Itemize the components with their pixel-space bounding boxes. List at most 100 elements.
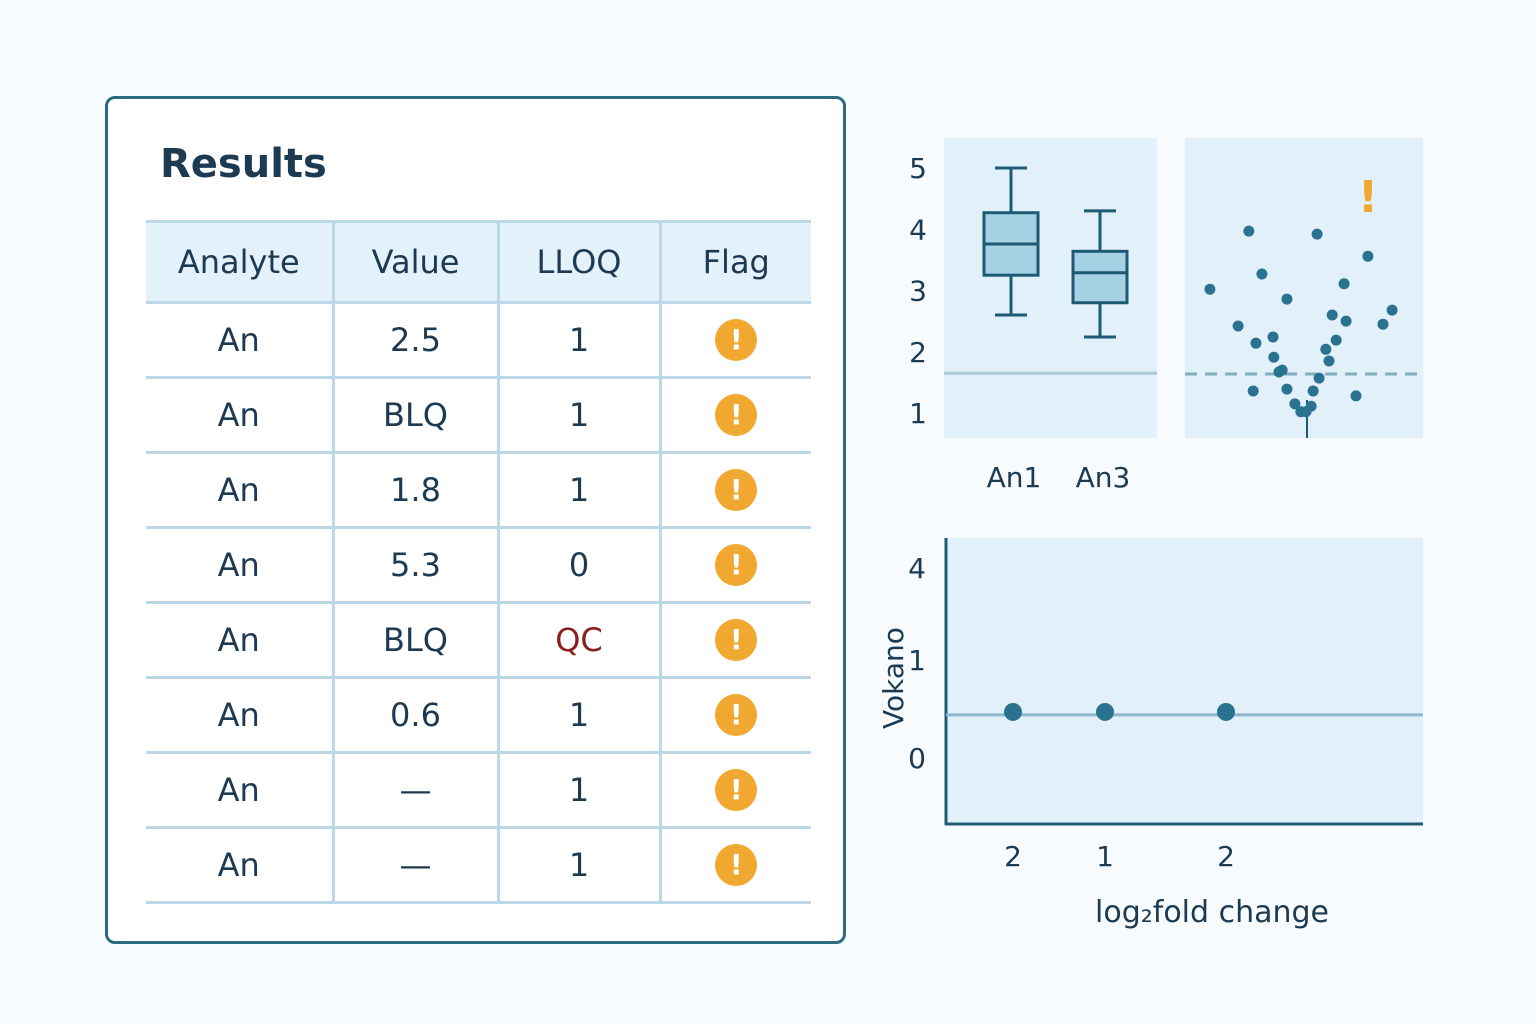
y-tick-label: 0 [908, 742, 926, 775]
scatter-point [1243, 225, 1255, 237]
table-row[interactable]: An —1! [146, 826, 811, 904]
table-row[interactable]: An BLQ QC! [146, 601, 811, 679]
flag-cell: ! [658, 301, 811, 379]
value-cell: 2.5 [331, 301, 500, 379]
value-cell: — [331, 751, 500, 829]
table-row[interactable]: An BLQ 1! [146, 376, 811, 454]
value-cell: BLQ [331, 601, 500, 679]
lloq-cell: 1 [496, 826, 662, 904]
analyte-cell: An [146, 301, 335, 379]
analyte-cell: An [146, 601, 335, 679]
y-tick-label: 4 [908, 552, 926, 585]
value-cell: 5.3 [331, 526, 500, 604]
bottom-chart-panel [946, 538, 1423, 824]
scatter-point [1386, 304, 1398, 316]
x-tick-label: An3 [1076, 461, 1131, 494]
lloq-cell: 1 [496, 451, 662, 529]
x-tick-label: 2 [1217, 840, 1235, 873]
scatter-point [1267, 331, 1279, 343]
table-row[interactable]: An 5.3 0! [146, 526, 811, 604]
warning-annotation: ! [1358, 172, 1378, 223]
table-row[interactable]: An —1! [146, 751, 811, 829]
warning-circle-icon[interactable]: ! [715, 694, 758, 736]
y-tick-label: 3 [909, 275, 927, 308]
analyte-cell: An [146, 826, 335, 904]
table-row[interactable]: An 0.6 1! [146, 676, 811, 754]
flag-cell: ! [658, 451, 811, 529]
lloq-cell: 1 [496, 676, 662, 754]
scatter-point [1338, 278, 1350, 290]
y-tick-label: 4 [909, 213, 927, 246]
warning-circle-icon[interactable]: ! [715, 394, 758, 436]
analyte-cell: An [146, 376, 335, 454]
scatter-point [1362, 250, 1374, 262]
flag-cell: ! [658, 601, 811, 679]
y-tick-label: 2 [909, 336, 927, 369]
scatter-point [1350, 390, 1362, 402]
lloq-cell: 1 [496, 376, 662, 454]
warning-circle-icon[interactable]: ! [715, 619, 758, 661]
x-tick-label: 1 [1096, 840, 1114, 873]
box-An3 [1071, 209, 1129, 339]
flag-cell: ! [658, 826, 811, 904]
warning-circle-icon[interactable]: ! [715, 469, 758, 511]
table-row[interactable]: An 2.5 1! [146, 301, 811, 379]
column-header-lloq[interactable]: LLOQ [496, 220, 662, 304]
scatter-point [1326, 309, 1338, 321]
scatter-point [1256, 268, 1268, 280]
warning-circle-icon[interactable]: ! [715, 319, 758, 361]
scatter-point [1313, 372, 1325, 384]
analyte-cell: An [146, 526, 335, 604]
x-tick-label: An1 [987, 461, 1042, 494]
value-cell: — [331, 826, 500, 904]
y-tick-label: 1 [908, 644, 926, 677]
y-tick-label: 5 [909, 152, 927, 185]
scatter-point [1377, 318, 1389, 330]
flag-cell: ! [658, 751, 811, 829]
column-header-flag[interactable]: Flag [658, 220, 811, 304]
analyte-cell: An [146, 676, 335, 754]
value-cell: BLQ [331, 376, 500, 454]
scatter-point [1281, 293, 1293, 305]
lloq-cell: 1 [496, 301, 662, 379]
analyte-cell: An [146, 451, 335, 529]
box-An1 [982, 166, 1040, 317]
volcano-panel [1185, 138, 1423, 438]
x-axis-label: log₂fold change [1095, 895, 1329, 930]
analyte-cell: An [146, 751, 335, 829]
y-tick-label: 1 [909, 397, 927, 430]
data-point [1096, 702, 1114, 721]
value-cell: 0.6 [331, 676, 500, 754]
box-iqr [1071, 249, 1129, 305]
flag-cell: ! [658, 526, 811, 604]
data-point [1217, 702, 1235, 721]
scatter-point [1247, 385, 1259, 397]
column-header-analyte[interactable]: Analyte [146, 220, 335, 304]
y-axis-label: Vokano [877, 627, 910, 729]
lloq-cell: 1 [496, 751, 662, 829]
column-header-value[interactable]: Value [331, 220, 500, 304]
value-cell: 1.8 [331, 451, 500, 529]
scatter-point [1307, 385, 1319, 397]
scatter-point [1330, 334, 1342, 346]
warning-circle-icon[interactable]: ! [715, 769, 758, 811]
flag-cell: ! [658, 676, 811, 754]
warning-circle-icon[interactable]: ! [715, 544, 758, 586]
table-row[interactable]: An 1.8 1! [146, 451, 811, 529]
scatter-point [1289, 398, 1301, 410]
scatter-point [1323, 355, 1335, 367]
scatter-point [1320, 343, 1332, 355]
warning-circle-icon[interactable]: ! [715, 844, 758, 886]
scatter-point [1232, 320, 1244, 332]
results-panel: Results Analyte Value LLOQ Flag An 2.5 1! A… [105, 96, 846, 944]
results-title: Results [160, 141, 327, 187]
lloq-cell: 0 [496, 526, 662, 604]
scatter-point [1250, 337, 1262, 349]
scatter-point [1340, 315, 1352, 327]
lloq-cell: QC [496, 601, 662, 679]
table-header-row: Analyte Value LLOQ Flag [146, 220, 811, 304]
scatter-point [1273, 366, 1285, 378]
scatter-point [1268, 351, 1280, 363]
scatter-point [1281, 383, 1293, 395]
